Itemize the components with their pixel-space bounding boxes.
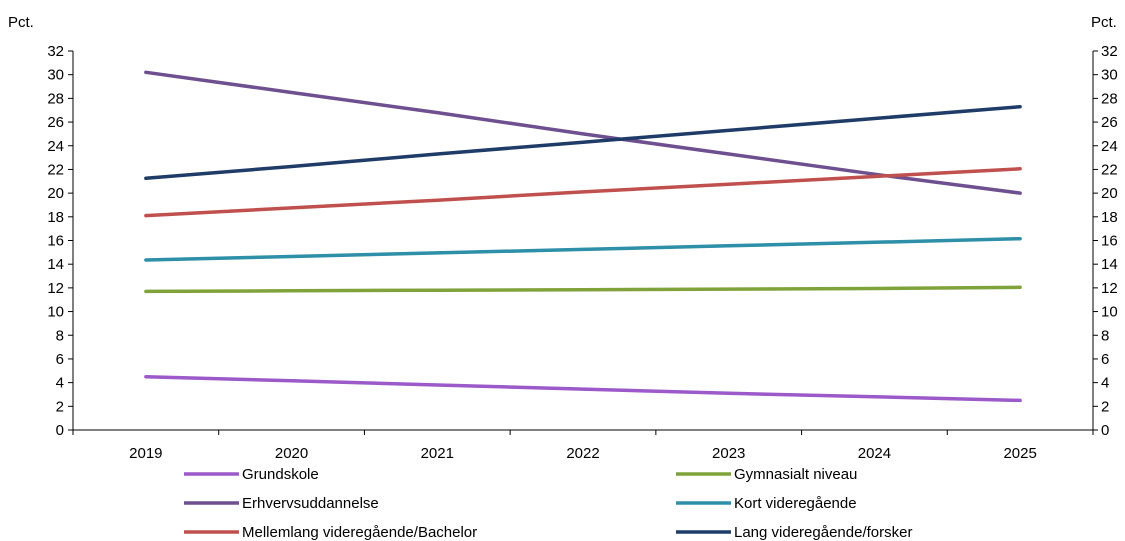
right-y-tick-label: 16	[1101, 233, 1118, 250]
x-tick-label: 2019	[129, 445, 162, 462]
right-y-tick-label: 32	[1101, 43, 1118, 60]
right-y-tick-label: 22	[1101, 161, 1118, 178]
series-line-5	[144, 167, 1022, 218]
left-y-tick-label: 30	[47, 67, 64, 84]
series-line-3	[144, 70, 1022, 195]
legend-label: Mellemlang videregående/Bachelor	[242, 524, 477, 541]
legend-label: Erhvervsuddannelse	[242, 495, 379, 512]
legend-label: Kort videregående	[734, 495, 857, 512]
x-tick-label: 2020	[275, 445, 308, 462]
right-y-tick-label: 8	[1101, 327, 1109, 344]
right-y-tick-label: 14	[1101, 256, 1118, 273]
x-tick-label: 2021	[421, 445, 454, 462]
left-y-tick-label: 16	[47, 233, 64, 250]
left-y-tick-label: 6	[56, 351, 64, 368]
left-y-tick-label: 10	[47, 304, 64, 321]
left-y-tick-label: 14	[47, 256, 64, 273]
x-tick-label: 2023	[712, 445, 745, 462]
left-y-tick-label: 20	[47, 185, 64, 202]
right-y-tick-label: 28	[1101, 90, 1118, 107]
series-line-1	[144, 374, 1022, 403]
x-tick-label: 2022	[566, 445, 599, 462]
right-y-tick-label: 12	[1101, 280, 1118, 297]
legend: Grundskole Gymnasialt niveau Erhvervsuddan…	[184, 466, 912, 541]
left-y-tick-label: 4	[56, 375, 64, 392]
series-line-6	[144, 104, 1022, 181]
left-y-tick-label: 0	[56, 422, 64, 439]
left-y-tick-label: 22	[47, 161, 64, 178]
x-tick-label: 2025	[1003, 445, 1036, 462]
right-y-tick-label: 30	[1101, 67, 1118, 84]
legend-label: Lang videregående/forsker	[734, 524, 912, 541]
right-y-tick-label: 18	[1101, 209, 1118, 226]
right-y-tick-label: 2	[1101, 398, 1109, 415]
right-y-tick-label: 6	[1101, 351, 1109, 368]
right-y-tick-label: 4	[1101, 375, 1109, 392]
right-y-tick-label: 26	[1101, 114, 1118, 131]
right-y-tick-label: 24	[1101, 138, 1118, 155]
left-y-unit-label: Pct.	[8, 14, 34, 31]
right-y-tick-label: 10	[1101, 304, 1118, 321]
legend-label: Gymnasialt niveau	[734, 466, 857, 483]
left-y-tick-label: 26	[47, 114, 64, 131]
left-y-tick-label: 8	[56, 327, 64, 344]
left-y-tick-label: 28	[47, 90, 64, 107]
series-lines	[144, 70, 1022, 403]
left-y-tick-label: 12	[47, 280, 64, 297]
series-line-4	[144, 236, 1022, 262]
left-y-tick-label: 18	[47, 209, 64, 226]
left-y-tick-label: 2	[56, 398, 64, 415]
left-y-tick-label: 24	[47, 138, 64, 155]
right-y-unit-label: Pct.	[1091, 14, 1117, 31]
right-y-tick-label: 20	[1101, 185, 1118, 202]
right-y-tick-label: 0	[1101, 422, 1109, 439]
series-line-2	[144, 285, 1022, 294]
x-tick-label: 2024	[858, 445, 891, 462]
left-y-tick-label: 32	[47, 43, 64, 60]
legend-label: Grundskole	[242, 466, 319, 483]
